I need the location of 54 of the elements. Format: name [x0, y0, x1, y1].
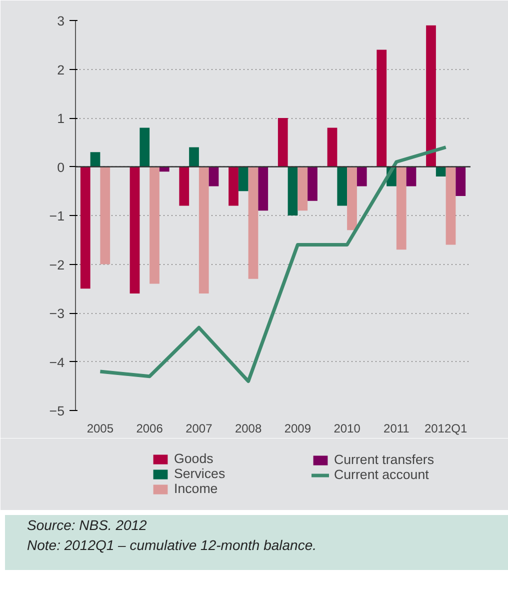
- bar: [189, 147, 199, 167]
- x-tick-label: 2009: [284, 422, 312, 436]
- bar: [347, 166, 357, 230]
- bar: [100, 166, 110, 264]
- bar: [80, 166, 90, 289]
- bar: [238, 166, 248, 192]
- y-tick-label: −3: [49, 306, 65, 321]
- y-tick-label: −1: [49, 208, 65, 224]
- bar: [248, 166, 258, 279]
- bar: [356, 166, 367, 186]
- bar: [288, 166, 298, 216]
- bar: [426, 25, 436, 167]
- bar: [179, 166, 190, 206]
- bar: [150, 166, 160, 284]
- legend-label: Current account: [334, 467, 429, 482]
- bar: [396, 166, 406, 250]
- bar: [90, 152, 100, 167]
- y-tick-label: 0: [57, 160, 65, 175]
- bar: [228, 166, 238, 206]
- bar: [208, 166, 219, 186]
- y-tick-label: −5: [49, 404, 65, 418]
- y-tick-label: 1: [57, 111, 65, 126]
- bar: [456, 166, 466, 196]
- bar: [376, 50, 387, 167]
- bar: [130, 166, 140, 294]
- bar: [446, 166, 456, 245]
- line-series: [98, 146, 448, 383]
- x-tick-label: 2007: [186, 422, 213, 436]
- x-tick-label: 2008: [234, 422, 262, 436]
- legend-label: Current transfers: [334, 452, 434, 467]
- bar: [198, 166, 209, 294]
- legend-label: Goods: [174, 451, 214, 466]
- bar: [140, 128, 150, 167]
- y-tick-label: 2: [57, 62, 65, 78]
- legend-label: Income: [174, 481, 218, 496]
- bar: [406, 166, 416, 186]
- x-tick-label: 2005: [86, 422, 114, 436]
- bar: [436, 166, 446, 176]
- y-tick-label: −4: [49, 354, 66, 370]
- source-note: Source: NBS. 2012: [27, 516, 148, 535]
- y-tick-label: 3: [57, 14, 65, 28]
- bar: [298, 166, 308, 211]
- bar: [258, 166, 268, 211]
- x-tick-label: 2012Q1: [424, 422, 468, 436]
- bar: [327, 128, 338, 167]
- y-tick-label: −2: [49, 257, 65, 272]
- x-tick-label: 2011: [384, 422, 410, 436]
- bar: [337, 166, 348, 206]
- legend-label: Services: [174, 466, 226, 481]
- bar: [278, 118, 288, 167]
- bar: [308, 166, 318, 201]
- x-tick-label: 2010: [334, 422, 361, 436]
- text: Note: 2012Q1 – cumulative 12-month balance.: [27, 536, 317, 555]
- x-tick-label: 2006: [136, 422, 164, 436]
